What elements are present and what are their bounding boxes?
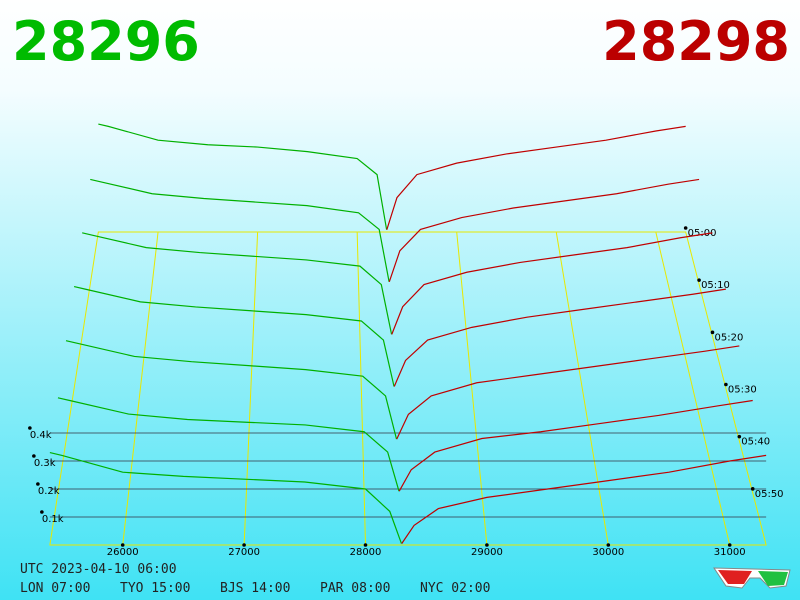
y-tick-label: 0.2k	[38, 486, 60, 497]
ask-depth-line	[396, 345, 740, 440]
glasses-icon	[713, 567, 791, 589]
y-tick-label: 0.3k	[34, 458, 56, 469]
time-zone: BJS 14:00	[220, 581, 290, 596]
y-tick	[32, 454, 36, 458]
grid-line	[555, 231, 609, 546]
x-tick-label: 27000	[228, 547, 260, 558]
bid-depth-line	[82, 232, 393, 335]
x-tick	[363, 543, 368, 547]
best-ask: 28298	[602, 10, 790, 73]
time-tick	[750, 487, 755, 491]
x-tick-label: 29000	[471, 547, 503, 558]
x-tick	[727, 543, 732, 547]
ask-depth-line	[398, 399, 753, 492]
y-tick-label: 0.1k	[42, 514, 64, 525]
time-tick-label: 05:50	[755, 489, 784, 500]
bid-depth-line	[98, 123, 388, 230]
ask-depth-line	[391, 232, 713, 335]
time-zone: TYO 15:00	[120, 581, 190, 596]
time-zone: PAR 08:00	[320, 581, 390, 596]
x-tick-label: 30000	[592, 547, 624, 558]
x-tick	[485, 543, 489, 547]
bid-depth-line	[65, 340, 398, 440]
time-tick	[737, 434, 742, 439]
ask-depth-line	[388, 178, 700, 282]
time-tick-label: 05:20	[714, 332, 743, 343]
time-tick	[724, 382, 728, 387]
x-tick-label: 26000	[107, 547, 139, 558]
x-tick-label: 28000	[350, 547, 382, 558]
y-tick-label: 0.4k	[30, 430, 52, 441]
y-tick	[40, 510, 44, 514]
ask-depth-line	[393, 288, 726, 387]
grid-line	[243, 231, 259, 546]
best-bid: 28296	[12, 10, 200, 73]
grid-line	[655, 231, 731, 546]
bid-depth-line	[49, 452, 403, 544]
plot: 26000 27000 28000 29000 30000 31000 0.1k 0.2k 0.…	[28, 123, 784, 558]
time-zone: LON 07:00	[20, 581, 90, 596]
grid-line	[356, 231, 367, 546]
bid-depth-line	[57, 397, 400, 492]
y-tick	[28, 426, 32, 430]
time-zone: NYC 02:00	[420, 581, 490, 596]
bid-depth-line	[73, 285, 395, 387]
grid-line	[456, 231, 488, 546]
time-tick-label: 05:30	[728, 385, 757, 396]
time-tick-label: 05:00	[688, 228, 717, 239]
x-tick	[242, 543, 246, 547]
ask-depth-line	[401, 454, 767, 544]
bid-depth-line	[90, 178, 390, 282]
x-tick	[120, 543, 125, 547]
time-tick	[710, 330, 715, 335]
time-tick	[683, 226, 688, 230]
time-tick-label: 05:40	[741, 437, 770, 448]
y-tick	[36, 482, 40, 486]
x-tick	[606, 543, 611, 547]
grid-line	[122, 231, 159, 546]
floor	[49, 231, 767, 546]
utc-time: UTC 2023-04-10 06:00	[20, 562, 177, 577]
time-tick-label: 05:10	[701, 280, 730, 291]
time-tick	[697, 278, 701, 282]
x-tick-label: 31000	[714, 547, 746, 558]
ask-depth-line	[386, 125, 686, 230]
